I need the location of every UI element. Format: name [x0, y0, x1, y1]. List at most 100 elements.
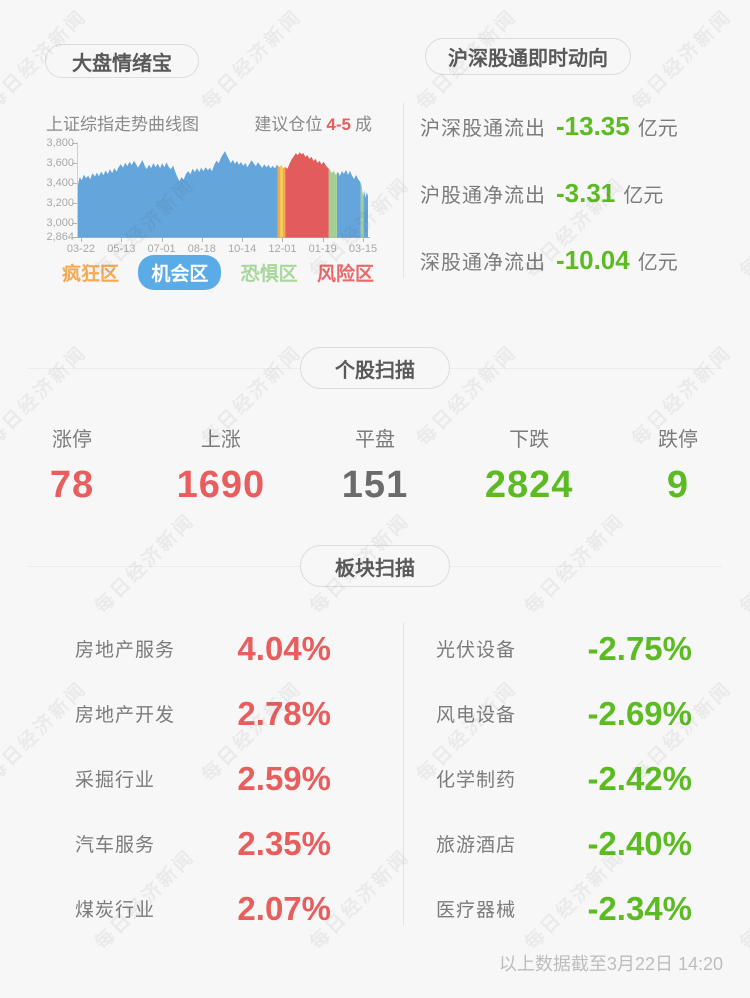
sector-row: 房地产服务 4.04%: [75, 616, 331, 681]
position-advice: 建议仓位 4-5 成: [254, 110, 372, 135]
position-advice-suffix: 成: [355, 115, 372, 134]
chart-x-tick: [201, 238, 203, 242]
sector-name: 房地产服务: [75, 640, 176, 661]
chart-x-tick-label: 10-14: [228, 243, 257, 255]
sector-row: 化学制药 -2.42%: [436, 746, 692, 811]
chart-legend: 疯狂区 机会区 恐惧区 风险区: [62, 254, 374, 290]
watermark-text: 每日经济新闻: [736, 509, 750, 619]
chart-area-plot: [78, 151, 368, 238]
stat-label: 平盘: [355, 429, 395, 451]
stat-跌停: 跌停 9: [650, 423, 706, 507]
chart-x-tick-label: 08-18: [187, 243, 216, 255]
stock-scan-title: 个股扫描: [300, 347, 450, 389]
flow-label: 深股通净流出: [420, 252, 546, 274]
sector-name: 汽车服务: [75, 835, 156, 856]
sector-change: -2.40%: [587, 824, 692, 862]
stat-value: 9: [666, 464, 690, 506]
chart-y-tick-label: 2,864: [46, 231, 74, 243]
chart-x-tick: [161, 238, 163, 242]
stat-上涨: 上涨 1690: [177, 423, 266, 507]
chart-x-tick-label: 05-13: [107, 243, 136, 255]
stat-label: 下跌: [509, 429, 550, 451]
sector-losers-list: 光伏设备 -2.75% 风电设备 -2.69% 化学制药 -2.42% 旅游酒店 -2.40%…: [436, 616, 692, 941]
sector-name: 旅游酒店: [436, 835, 517, 856]
northbound-panel-title: 沪深股通即时动向: [425, 38, 631, 75]
chart-x-tick-label: 12-01: [268, 243, 297, 255]
chart-y-tick: [72, 237, 77, 238]
chart-x-tick: [363, 238, 364, 242]
watermark-text: 每日经济新闻: [198, 5, 307, 115]
sector-change: -2.34%: [587, 889, 692, 927]
zone-segment-恐惧区: [328, 151, 337, 238]
chart-x-tick-label: 07-01: [147, 243, 176, 255]
legend-item-恐惧区[interactable]: 恐惧区: [240, 263, 298, 285]
chart-y-tick-label: 3,600: [46, 157, 74, 170]
chart-x-tick: [322, 238, 324, 242]
sector-change: 2.35%: [237, 824, 331, 862]
zone-segment-机会区: [363, 151, 368, 238]
flow-label: 沪股通净流出: [420, 185, 546, 207]
sector-name: 房地产开发: [75, 705, 176, 726]
chart-y-tick: [72, 183, 77, 185]
zone-segment-机会区: [337, 151, 361, 238]
flow-unit: 亿元: [623, 185, 664, 207]
sector-row: 汽车服务 2.35%: [75, 811, 331, 876]
flow-row: 沪深股通流出 -13.35 亿元: [420, 93, 678, 160]
zone-segment-机会区: [78, 151, 278, 238]
sector-change: -2.75%: [587, 629, 692, 667]
sector-gainers-list: 房地产服务 4.04% 房地产开发 2.78% 采掘行业 2.59% 汽车服务 2.35% 煤炭…: [75, 616, 331, 941]
chart-x-tick-label: 03-22: [66, 243, 96, 255]
chart-x-tick-label: 01-19: [308, 243, 337, 255]
sector-name: 医疗器械: [436, 900, 517, 921]
legend-item-风险区[interactable]: 风险区: [316, 263, 374, 285]
sector-name: 煤炭行业: [75, 900, 156, 921]
sector-name: 采掘行业: [75, 770, 156, 791]
stat-平盘: 平盘 151: [342, 423, 408, 507]
zone-segment-疯狂区: [282, 151, 286, 238]
chart-y-tick-label: 3,000: [46, 217, 74, 230]
sector-change: 2.07%: [237, 889, 331, 927]
zone-segment-疯狂区: [277, 151, 281, 238]
stock-scan-stats: 涨停 78 上涨 1690 平盘 151 下跌 2824 跌停 9: [44, 423, 706, 507]
sector-change: -2.69%: [587, 694, 692, 732]
chart-y-tick: [72, 163, 77, 165]
chart-x-tick: [81, 238, 82, 242]
chart-caption: 上证综指走势曲线图: [46, 115, 199, 134]
zone-segment-风险区: [285, 151, 329, 238]
legend-item-机会区[interactable]: 机会区: [138, 254, 222, 290]
sector-row: 煤炭行业 2.07%: [75, 876, 331, 941]
watermark-text: 每日经济新闻: [521, 509, 630, 619]
stat-value: 78: [49, 464, 95, 506]
sentiment-panel-title: 大盘情绪宝: [45, 44, 199, 78]
northbound-flow-list: 沪深股通流出 -13.35 亿元 沪股通净流出 -3.31 亿元 深股通净流出 -10.04 亿…: [420, 93, 678, 294]
chart-y-tick: [72, 223, 77, 225]
chart-y-tick-label: 3,800: [46, 137, 74, 149]
chart-y-axis-line: [77, 142, 78, 238]
chart-y-tick-label: 3,400: [46, 177, 74, 190]
sector-row: 医疗器械 -2.34%: [436, 876, 692, 941]
zone-segment-恐惧区: [360, 151, 364, 238]
sector-vertical-divider: [403, 622, 404, 925]
legend-item-疯狂区[interactable]: 疯狂区: [62, 263, 120, 285]
chart-x-tick-label: 03-15: [348, 243, 378, 255]
sector-row: 房地产开发 2.78%: [75, 681, 331, 746]
chart-y-tick: [72, 203, 77, 205]
sector-name: 化学制药: [436, 770, 517, 791]
sector-change: 2.78%: [237, 694, 331, 732]
chart-x-tick: [242, 238, 244, 242]
sector-row: 采掘行业 2.59%: [75, 746, 331, 811]
stat-涨停: 涨停 78: [44, 423, 100, 507]
position-advice-prefix: 建议仓位: [254, 115, 323, 134]
sector-scan-title: 板块扫描: [300, 545, 450, 587]
chart-x-tick: [282, 238, 284, 242]
sector-name: 光伏设备: [436, 640, 517, 661]
flow-row: 深股通净流出 -10.04 亿元: [420, 227, 678, 294]
stat-下跌: 下跌 2824: [485, 423, 574, 507]
chart-x-tick: [121, 238, 123, 242]
flow-label: 沪深股通流出: [420, 118, 546, 140]
stat-label: 跌停: [658, 429, 698, 451]
top-vertical-divider: [403, 103, 404, 278]
flow-unit: 亿元: [637, 252, 678, 274]
flow-value: -10.04: [556, 245, 630, 275]
